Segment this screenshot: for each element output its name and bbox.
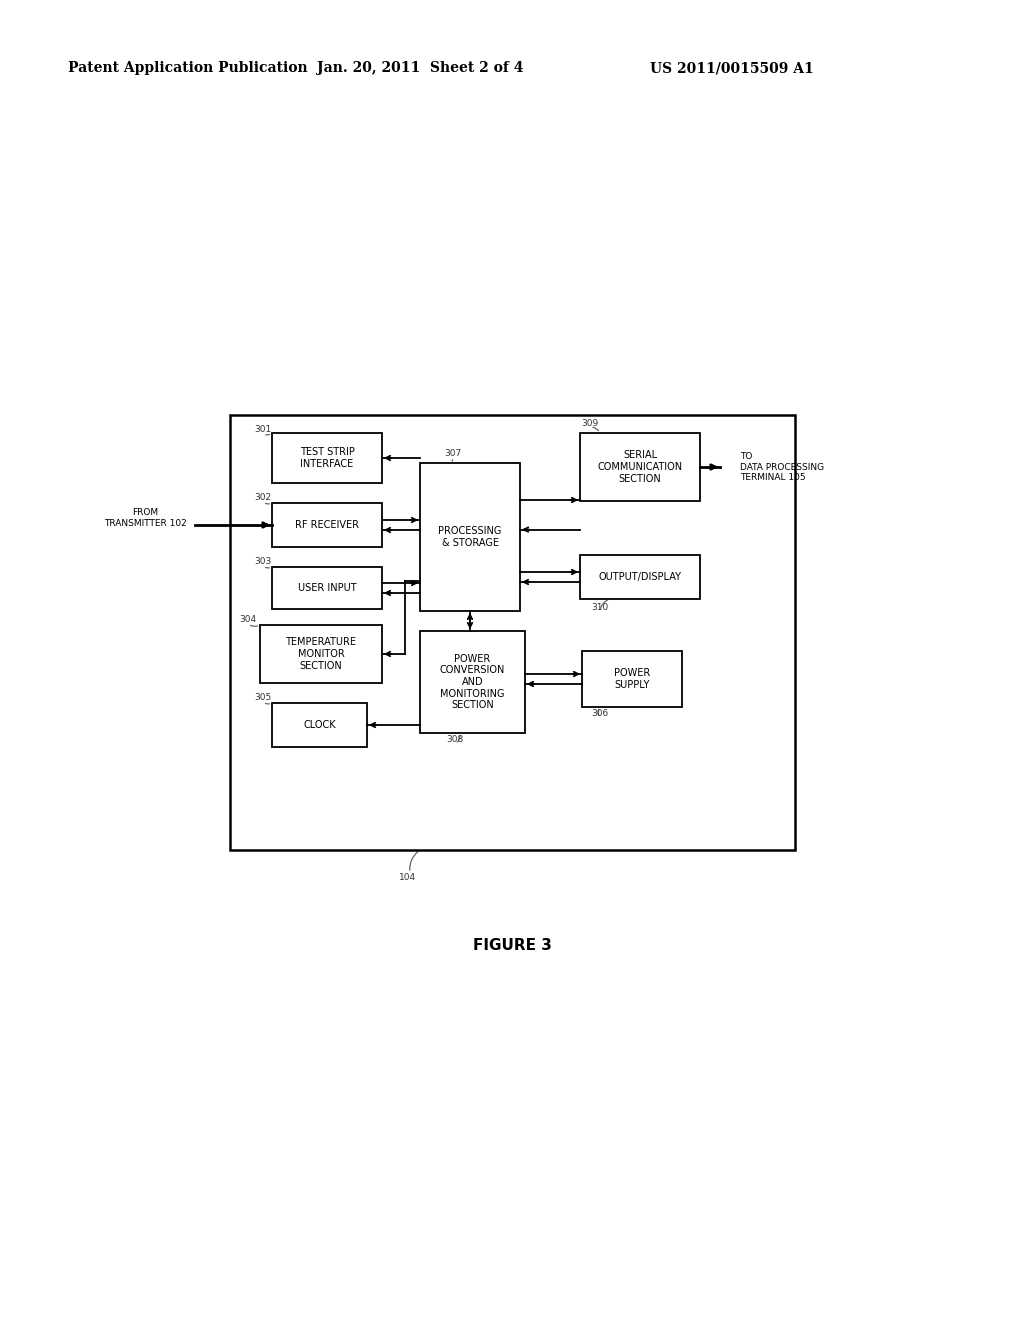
Text: 304: 304 (240, 615, 257, 624)
Text: TEST STRIP
INTERFACE: TEST STRIP INTERFACE (300, 447, 354, 469)
Text: 104: 104 (399, 874, 417, 883)
Text: TO
DATA PROCESSING
TERMINAL 105: TO DATA PROCESSING TERMINAL 105 (740, 451, 824, 482)
Text: SERIAL
COMMUNICATION
SECTION: SERIAL COMMUNICATION SECTION (597, 450, 683, 483)
Text: CLOCK: CLOCK (303, 719, 336, 730)
Text: POWER
CONVERSION
AND
MONITORING
SECTION: POWER CONVERSION AND MONITORING SECTION (440, 653, 505, 710)
Bar (230, 414, 795, 850)
FancyArrowPatch shape (410, 851, 418, 870)
Bar (272, 433, 382, 483)
Text: FROM
TRANSMITTER 102: FROM TRANSMITTER 102 (103, 508, 186, 528)
Text: 308: 308 (446, 735, 464, 744)
Text: OUTPUT/DISPLAY: OUTPUT/DISPLAY (598, 572, 682, 582)
Text: POWER
SUPPLY: POWER SUPPLY (613, 668, 650, 690)
Text: FIGURE 3: FIGURE 3 (472, 937, 552, 953)
Text: 310: 310 (592, 602, 608, 611)
FancyArrowPatch shape (601, 601, 607, 609)
Text: Patent Application Publication: Patent Application Publication (68, 61, 307, 75)
Text: TEMPERATURE
MONITOR
SECTION: TEMPERATURE MONITOR SECTION (286, 638, 356, 671)
Text: RF RECEIVER: RF RECEIVER (295, 520, 359, 531)
Bar (580, 433, 700, 502)
Bar (420, 631, 525, 733)
Text: 309: 309 (582, 418, 599, 428)
Text: 306: 306 (592, 710, 608, 718)
Bar (272, 568, 382, 609)
Text: USER INPUT: USER INPUT (298, 583, 356, 593)
Bar (272, 503, 382, 546)
Bar (260, 624, 382, 682)
Text: Jan. 20, 2011  Sheet 2 of 4: Jan. 20, 2011 Sheet 2 of 4 (316, 61, 523, 75)
Text: 305: 305 (254, 693, 271, 702)
Text: 301: 301 (254, 425, 271, 434)
Bar (582, 651, 682, 708)
Text: PROCESSING
& STORAGE: PROCESSING & STORAGE (438, 527, 502, 548)
Bar (420, 463, 520, 611)
Text: US 2011/0015509 A1: US 2011/0015509 A1 (650, 61, 814, 75)
Bar (580, 554, 700, 599)
Text: 302: 302 (254, 494, 271, 503)
Bar (272, 704, 367, 747)
FancyArrowPatch shape (457, 735, 460, 742)
Text: 307: 307 (444, 449, 462, 458)
Text: 303: 303 (254, 557, 271, 566)
FancyArrowPatch shape (593, 428, 598, 430)
